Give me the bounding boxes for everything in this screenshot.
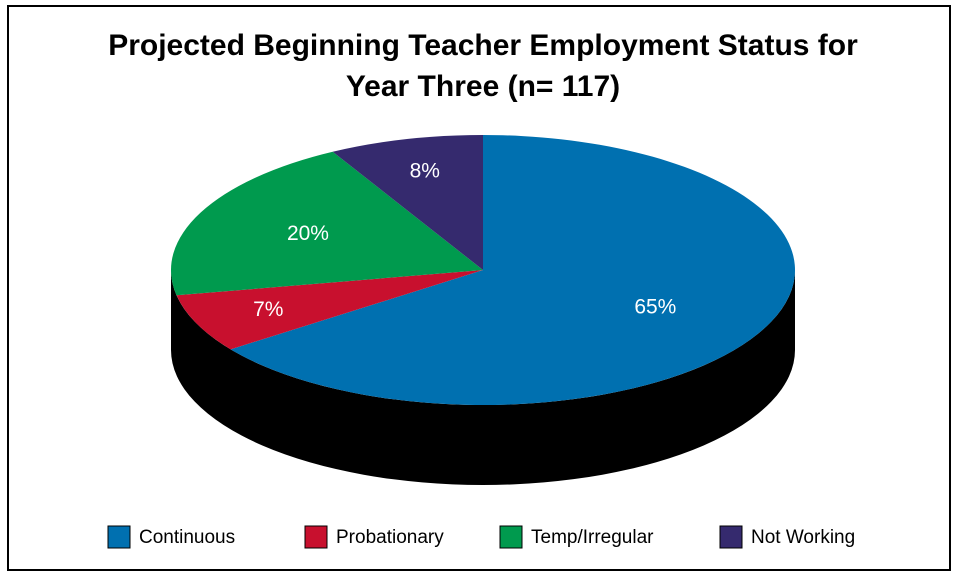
data-label: 20% — [287, 222, 329, 245]
legend-swatch — [499, 525, 523, 549]
legend-label: Temp/Irregular — [531, 527, 654, 548]
chart-title: Projected Beginning Teacher Employment S… — [108, 29, 858, 62]
chart-title: Year Three (n= 117) — [346, 70, 620, 103]
legend-swatch — [719, 525, 743, 549]
data-label: 7% — [253, 298, 283, 321]
legend-label: Not Working — [751, 527, 855, 548]
pie-slice — [332, 135, 483, 270]
pie-slice — [230, 135, 796, 406]
pie-side — [171, 270, 795, 485]
pie-slice — [176, 270, 484, 350]
legend-label: Probationary — [336, 527, 444, 548]
data-label: 8% — [410, 159, 440, 182]
data-label: 65% — [634, 296, 676, 319]
pie-slice — [171, 151, 483, 296]
legend-swatch — [304, 525, 328, 549]
legend-swatch — [107, 525, 131, 549]
legend-label: Continuous — [139, 527, 235, 548]
